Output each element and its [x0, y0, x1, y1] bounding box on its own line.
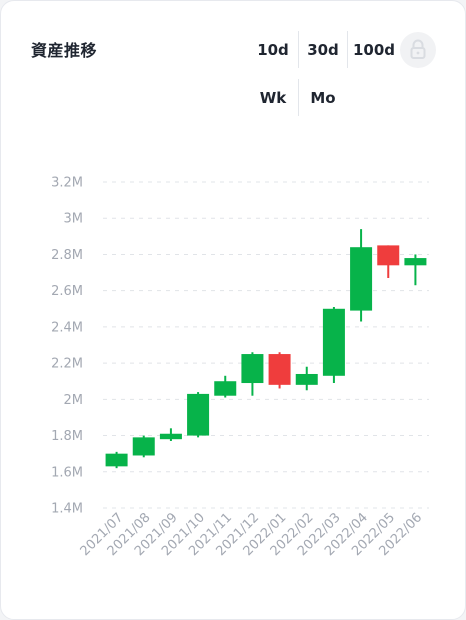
range-100d-button[interactable]: 100d	[352, 41, 396, 59]
button-divider	[298, 31, 299, 68]
y-tick-label: 2.6M	[51, 284, 83, 299]
y-tick-label: 3M	[64, 212, 84, 227]
period-week-button[interactable]: Wk	[259, 89, 287, 107]
candle-body	[132, 437, 155, 456]
y-tick-label: 2.4M	[51, 320, 83, 335]
button-divider	[347, 31, 348, 68]
range-30d-button[interactable]: 30d	[307, 41, 339, 59]
y-tick-label: 2M	[64, 393, 84, 408]
y-tick-label: 2.2M	[51, 357, 83, 372]
candle-body	[214, 381, 237, 396]
y-tick-label: 2.8M	[51, 248, 83, 263]
button-divider	[298, 79, 299, 116]
y-tick-label: 1.6M	[51, 465, 83, 480]
candle-body	[322, 308, 345, 376]
candle-body	[241, 354, 264, 384]
y-tick-label: 3.2M	[51, 176, 83, 191]
candle-body	[268, 354, 291, 385]
lock-icon	[410, 39, 426, 59]
candle-body	[295, 373, 318, 385]
candle-body	[105, 453, 128, 467]
candle-body	[404, 258, 427, 266]
period-month-button[interactable]: Mo	[310, 89, 336, 107]
candle-body	[159, 433, 182, 440]
candle-body	[187, 393, 210, 436]
y-tick-label: 1.8M	[51, 429, 83, 444]
candle-body	[377, 245, 400, 266]
lock-button[interactable]	[400, 32, 436, 68]
range-10d-button[interactable]: 10d	[257, 41, 289, 59]
candle-body	[350, 247, 373, 311]
y-tick-label: 1.4M	[51, 502, 83, 517]
card-title: 資産推移	[31, 41, 98, 60]
